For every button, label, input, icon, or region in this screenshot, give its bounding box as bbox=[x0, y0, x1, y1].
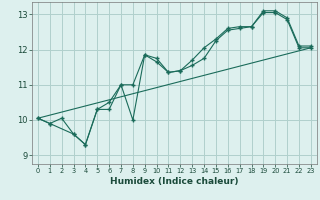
X-axis label: Humidex (Indice chaleur): Humidex (Indice chaleur) bbox=[110, 177, 239, 186]
